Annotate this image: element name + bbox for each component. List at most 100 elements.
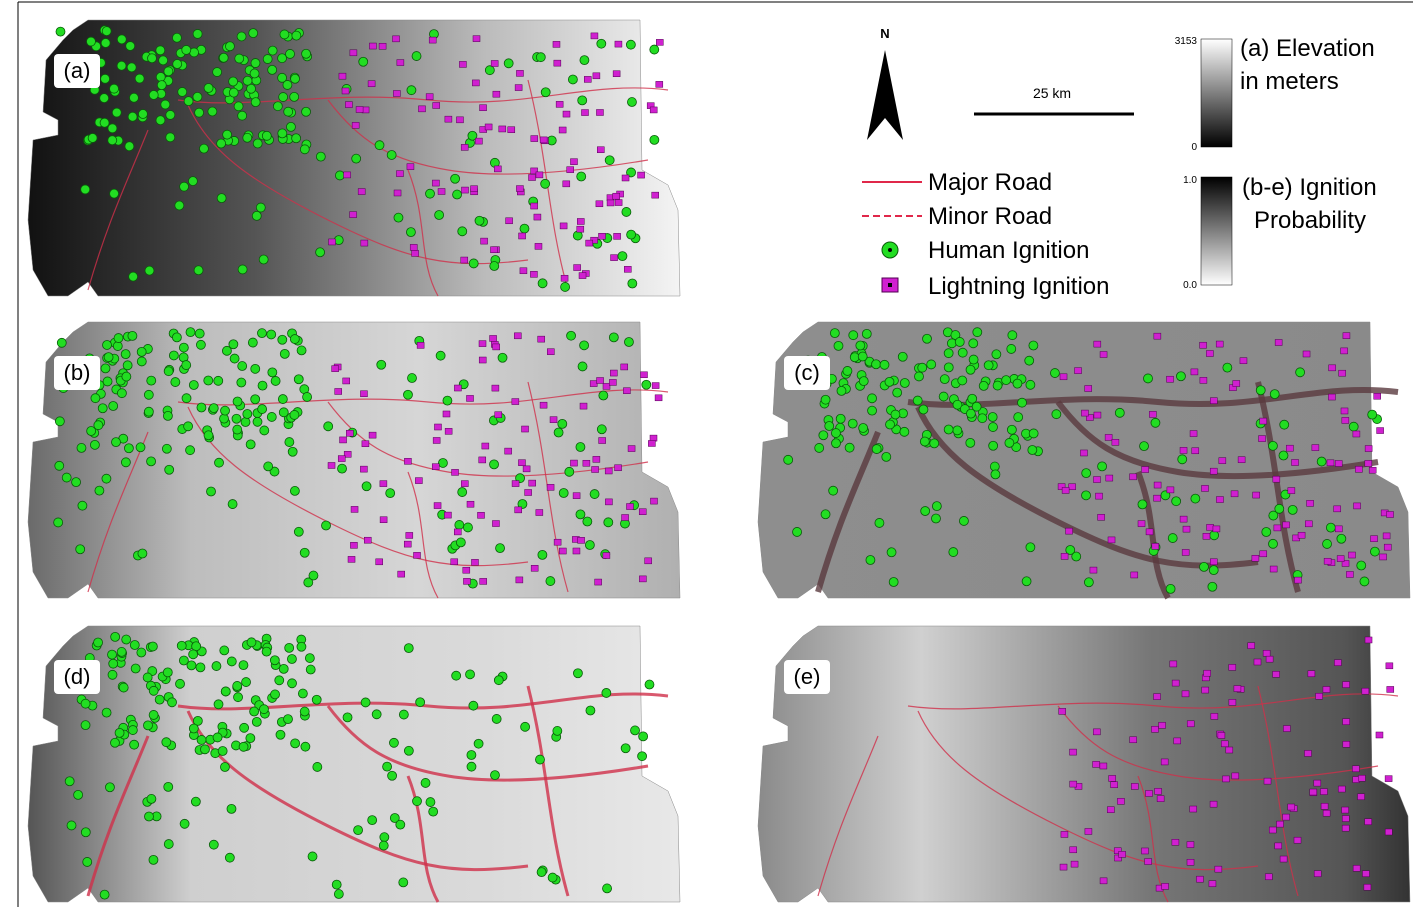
lightning-ignition [1180,516,1187,522]
lightning-ignition [1327,460,1334,466]
human-ignition [1014,413,1023,422]
lightning-ignition [561,275,568,281]
panel-label: (a) [64,58,91,83]
lightning-ignition [1218,732,1225,738]
human-ignition [138,110,147,119]
map-area [28,626,680,902]
lightning-ignition [628,446,635,452]
lightning-ignition [1187,721,1194,727]
lightning-ignition [1273,671,1280,677]
lightning-ignition [346,430,353,436]
human-ignition [248,338,257,347]
human-ignition [212,662,221,671]
lightning-ignition [415,478,422,484]
human-ignition [81,828,90,837]
human-ignition [161,100,170,109]
human-ignition [836,414,845,423]
human-ignition [119,683,128,692]
human-ignition [642,380,651,389]
human-ignition [260,426,269,435]
human-ignition [115,728,124,737]
human-ignition [253,139,262,148]
human-ignition [546,577,555,586]
human-ignition [83,857,92,866]
human-ignition [303,392,312,401]
lightning-ignition [364,537,371,543]
human-ignition [558,419,567,428]
human-ignition [885,377,894,386]
human-ignition [456,538,465,547]
human-ignition [220,646,229,655]
human-ignition [143,673,152,682]
human-ignition [302,107,311,116]
lightning-ignition [445,116,452,122]
lightning-ignition [508,127,515,133]
lightning-ignition [1070,781,1077,787]
human-ignition [893,388,902,397]
human-ignition [407,86,416,95]
human-ignition [103,340,112,349]
human-ignition [984,361,993,370]
lightning-ignition [358,189,365,195]
lightning-ignition [615,41,622,47]
human-ignition [102,474,111,483]
human-ignition [110,189,119,198]
human-ignition [100,118,109,127]
human-ignition [451,174,460,183]
lightning-ignition [1304,750,1311,756]
human-ignition [914,372,923,381]
lightning-ignition [369,43,376,49]
human-ignition [292,31,301,40]
scale-label: 25 km [1033,85,1071,101]
lightning-ignition [1093,761,1100,767]
lightning-ignition [338,456,345,462]
human-ignition [309,571,318,580]
lightning-ignition [1061,553,1068,559]
human-ignition [187,661,196,670]
human-ignition [1025,356,1034,365]
lightning-ignition [1343,719,1350,725]
human-ignition [586,706,595,715]
human-ignition [229,340,238,349]
lightning-ignition [1130,474,1137,480]
human-ignition [184,97,193,106]
human-ignition [104,353,113,362]
lightning-ignition [432,464,439,470]
lightning-ignition [350,542,357,548]
lightning-ignition [1385,776,1392,782]
human-ignition [233,425,242,434]
lightning-ignition [615,465,622,471]
lightning-ignition [1354,503,1361,509]
lightning-ignition [1303,351,1310,357]
lightning-ignition [1342,807,1349,813]
colorbar-title: Probability [1254,207,1366,234]
human-ignition [1050,369,1059,378]
human-ignition [490,460,499,469]
human-ignition [1280,420,1289,429]
map-area [758,322,1410,598]
lightning-ignition [1100,763,1107,769]
human-ignition [55,461,64,470]
lightning-ignition [599,233,606,239]
human-ignition [485,66,494,75]
lightning-ignition [1308,671,1315,677]
human-ignition [580,56,589,65]
human-ignition [565,467,574,476]
lightning-ignition [1167,376,1174,382]
human-ignition [443,396,452,405]
lightning-ignition [344,172,351,178]
human-ignition [1140,442,1149,451]
lightning-ignition [1216,341,1223,347]
human-ignition [993,381,1002,390]
human-ignition [609,333,618,342]
human-ignition [257,329,266,338]
human-ignition [880,360,889,369]
lightning-ignition [1191,369,1198,375]
human-ignition [251,395,260,404]
human-ignition [354,826,363,835]
human-ignition [251,364,260,373]
human-ignition [218,746,227,755]
human-ignition [375,141,384,150]
human-ignition [278,335,287,344]
human-ignition [1370,547,1379,556]
